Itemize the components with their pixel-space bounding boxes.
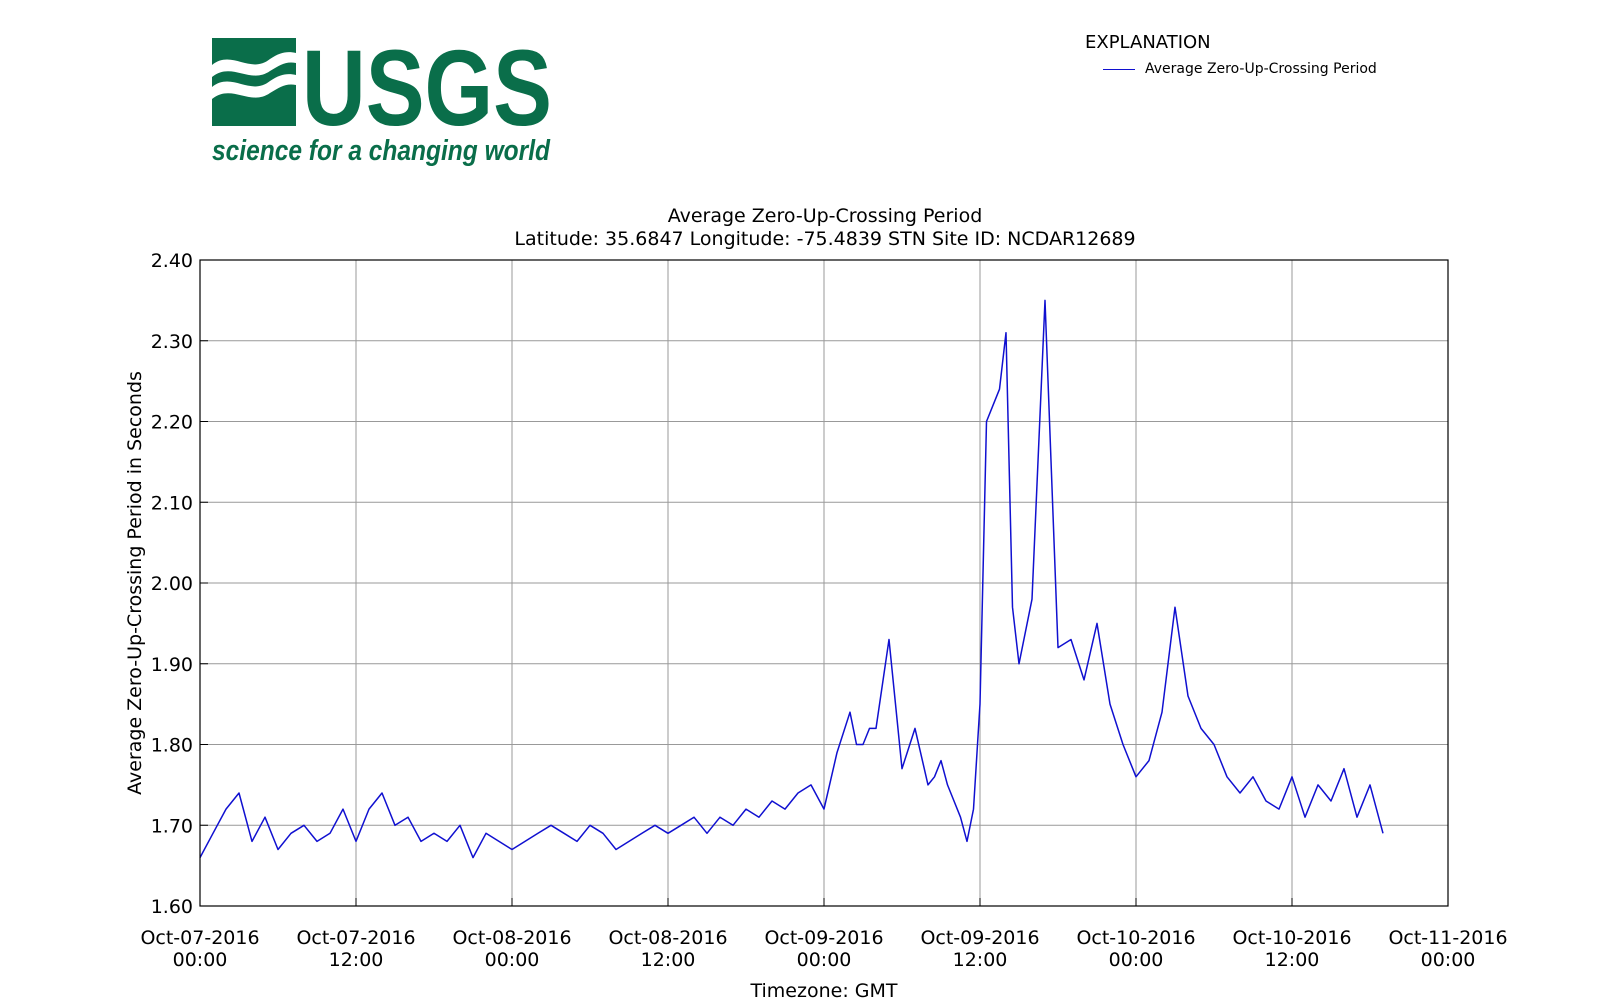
- usgs-tagline: science for a changing world: [212, 135, 551, 167]
- x-tick-label-date: Oct-09-2016: [764, 927, 883, 949]
- x-tick-label-time: 00:00: [1421, 949, 1476, 971]
- chart-title: Average Zero-Up-Crossing Period: [668, 205, 983, 227]
- y-tick-label: 2.20: [151, 412, 193, 434]
- chart-subtitle: Latitude: 35.6847 Longitude: -75.4839 ST…: [514, 228, 1135, 250]
- x-axis: Oct-07-201600:00Oct-07-201612:00Oct-08-2…: [140, 898, 1508, 971]
- y-tick-label: 1.80: [151, 735, 193, 757]
- x-tick-label-date: Oct-10-2016: [1232, 927, 1351, 949]
- x-tick-label-date: Oct-08-2016: [452, 927, 571, 949]
- legend-line-swatch: [1103, 68, 1135, 70]
- x-tick-label-date: Oct-08-2016: [608, 927, 727, 949]
- x-tick-label-date: Oct-07-2016: [140, 927, 259, 949]
- grid-lines: [200, 260, 1448, 906]
- x-tick-label-date: Oct-09-2016: [920, 927, 1039, 949]
- series-group: [199, 299, 1384, 859]
- x-tick-label-time: 00:00: [797, 949, 852, 971]
- y-tick-label: 2.30: [151, 331, 193, 353]
- usgs-logo-mark: [212, 38, 296, 126]
- y-axis-label: Average Zero-Up-Crossing Period in Secon…: [124, 371, 146, 795]
- x-axis-label: Timezone: GMT: [750, 980, 898, 1000]
- legend-entry-label: Average Zero-Up-Crossing Period: [1145, 61, 1377, 77]
- x-tick-label-date: Oct-07-2016: [296, 927, 415, 949]
- y-tick-label: 1.70: [151, 815, 193, 837]
- x-tick-label-time: 12:00: [953, 949, 1008, 971]
- y-tick-label: 1.90: [151, 654, 193, 676]
- x-tick-label-time: 12:00: [329, 949, 384, 971]
- x-tick-label-date: Oct-10-2016: [1076, 927, 1195, 949]
- x-tick-label-time: 12:00: [641, 949, 696, 971]
- usgs-logo: USGS science for a changing world: [212, 35, 552, 167]
- series-line-0: [199, 299, 1384, 859]
- plot-area-frame: [199, 259, 1449, 907]
- y-axis: 1.60 1.70 1.80 1.90 2.00 2.10 2.20 2.30 2.40: [151, 250, 208, 918]
- x-tick-label-time: 00:00: [173, 949, 228, 971]
- legend-title: EXPLANATION: [1085, 32, 1211, 53]
- usgs-wordmark: USGS: [302, 35, 552, 148]
- x-tick-label-date: Oct-11-2016: [1388, 927, 1507, 949]
- x-tick-label-time: 00:00: [485, 949, 540, 971]
- x-tick-label-time: 00:00: [1109, 949, 1164, 971]
- x-tick-label-time: 12:00: [1265, 949, 1320, 971]
- legend: EXPLANATION Average Zero-Up-Crossing Per…: [1085, 33, 1415, 93]
- y-tick-label: 2.00: [151, 573, 193, 595]
- legend-entry: Average Zero-Up-Crossing Period: [1103, 61, 1377, 77]
- y-tick-label: 2.40: [151, 250, 193, 272]
- y-tick-label: 1.60: [151, 896, 193, 918]
- y-tick-label: 2.10: [151, 492, 193, 514]
